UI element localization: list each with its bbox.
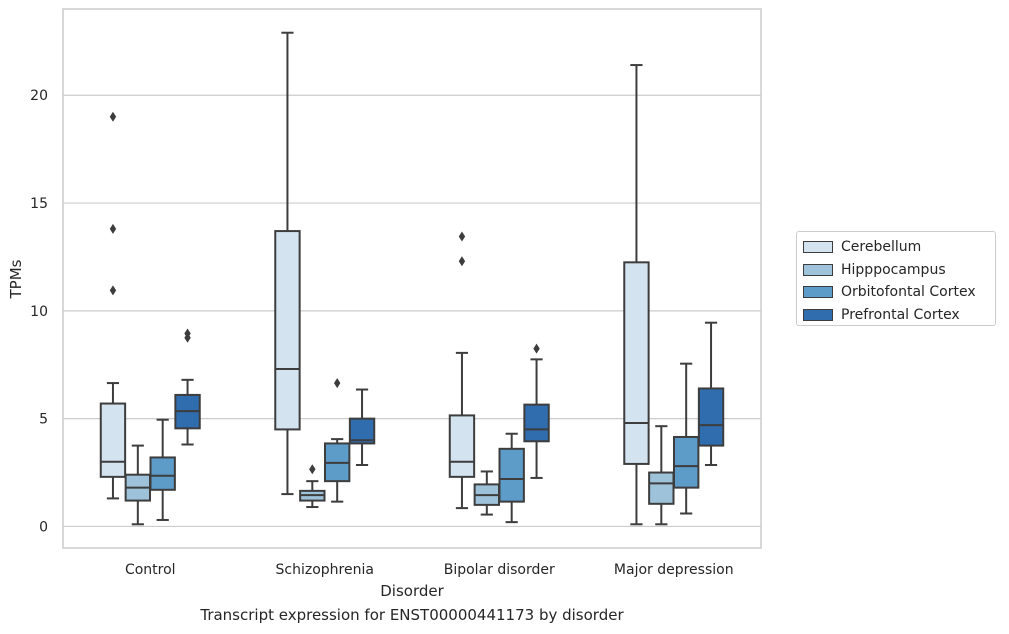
outlier-point [309, 464, 316, 475]
legend-item: Cerebellum [803, 236, 995, 259]
outlier-point [109, 285, 117, 296]
y-tick-label: 10 [30, 304, 48, 320]
box [149, 418, 176, 521]
box [473, 470, 501, 516]
y-axis-label: TPMs [7, 259, 25, 299]
y-tick-label: 5 [39, 412, 48, 428]
outlier-point [333, 378, 341, 389]
iqr-box [648, 471, 675, 505]
outlier-point [109, 223, 117, 234]
legend-item: Orbitofontal Cortex [803, 281, 995, 304]
box [523, 343, 550, 479]
legend-swatch [803, 286, 833, 299]
figure-caption: Transcript expression for ENST0000044117… [200, 606, 624, 624]
outlier-point [533, 343, 540, 354]
iqr-box [697, 387, 725, 447]
box [323, 378, 351, 503]
outlier-point [184, 328, 191, 339]
box [99, 111, 127, 500]
y-tick-label: 20 [30, 88, 48, 104]
legend-item: Hipppocampus [803, 259, 995, 282]
legend: Cerebellum Hipppocampus Orbitofontal Cor… [796, 231, 996, 326]
box-groups [99, 31, 725, 526]
x-tick-label: Control [125, 562, 176, 578]
x-axis-label: Disorder [380, 582, 444, 600]
box [697, 321, 725, 466]
y-tick-label: 0 [39, 519, 48, 535]
box [299, 464, 326, 509]
legend-swatch [803, 241, 833, 254]
iqr-box [672, 435, 700, 489]
box [348, 388, 376, 466]
legend-label: Hipppocampus [841, 261, 946, 278]
legend-label: Prefrontal Cortex [841, 306, 960, 323]
iqr-box [523, 403, 550, 443]
iqr-box [623, 261, 650, 465]
legend-item: Prefrontal Cortex [803, 304, 995, 327]
iqr-box [274, 230, 301, 431]
box [448, 231, 476, 510]
iqr-box [498, 447, 525, 503]
iqr-box [99, 402, 127, 478]
x-tick-labels: Control Schizophrenia Bipolar disorder Majo… [125, 562, 734, 578]
box [174, 328, 201, 446]
box [274, 31, 301, 496]
iqr-box [149, 456, 176, 491]
y-tick-label: 15 [30, 196, 48, 212]
outlier-point [109, 111, 117, 122]
iqr-box [448, 414, 476, 478]
plot-frame [62, 8, 762, 549]
box [124, 444, 152, 526]
box [672, 362, 700, 515]
box [498, 432, 525, 524]
legend-swatch [803, 263, 833, 276]
y-tick-labels: 0 5 10 15 20 [30, 88, 48, 535]
x-tick-label: Schizophrenia [276, 562, 374, 578]
outlier-point [458, 231, 466, 242]
legend-label: Cerebellum [841, 239, 922, 256]
box [623, 64, 650, 526]
legend-swatch [803, 308, 833, 321]
box [648, 425, 675, 526]
legend-label: Orbitofontal Cortex [841, 284, 976, 301]
x-tick-label: Bipolar disorder [444, 562, 555, 578]
x-tick-label: Major depression [614, 562, 734, 578]
outlier-point [458, 256, 466, 267]
